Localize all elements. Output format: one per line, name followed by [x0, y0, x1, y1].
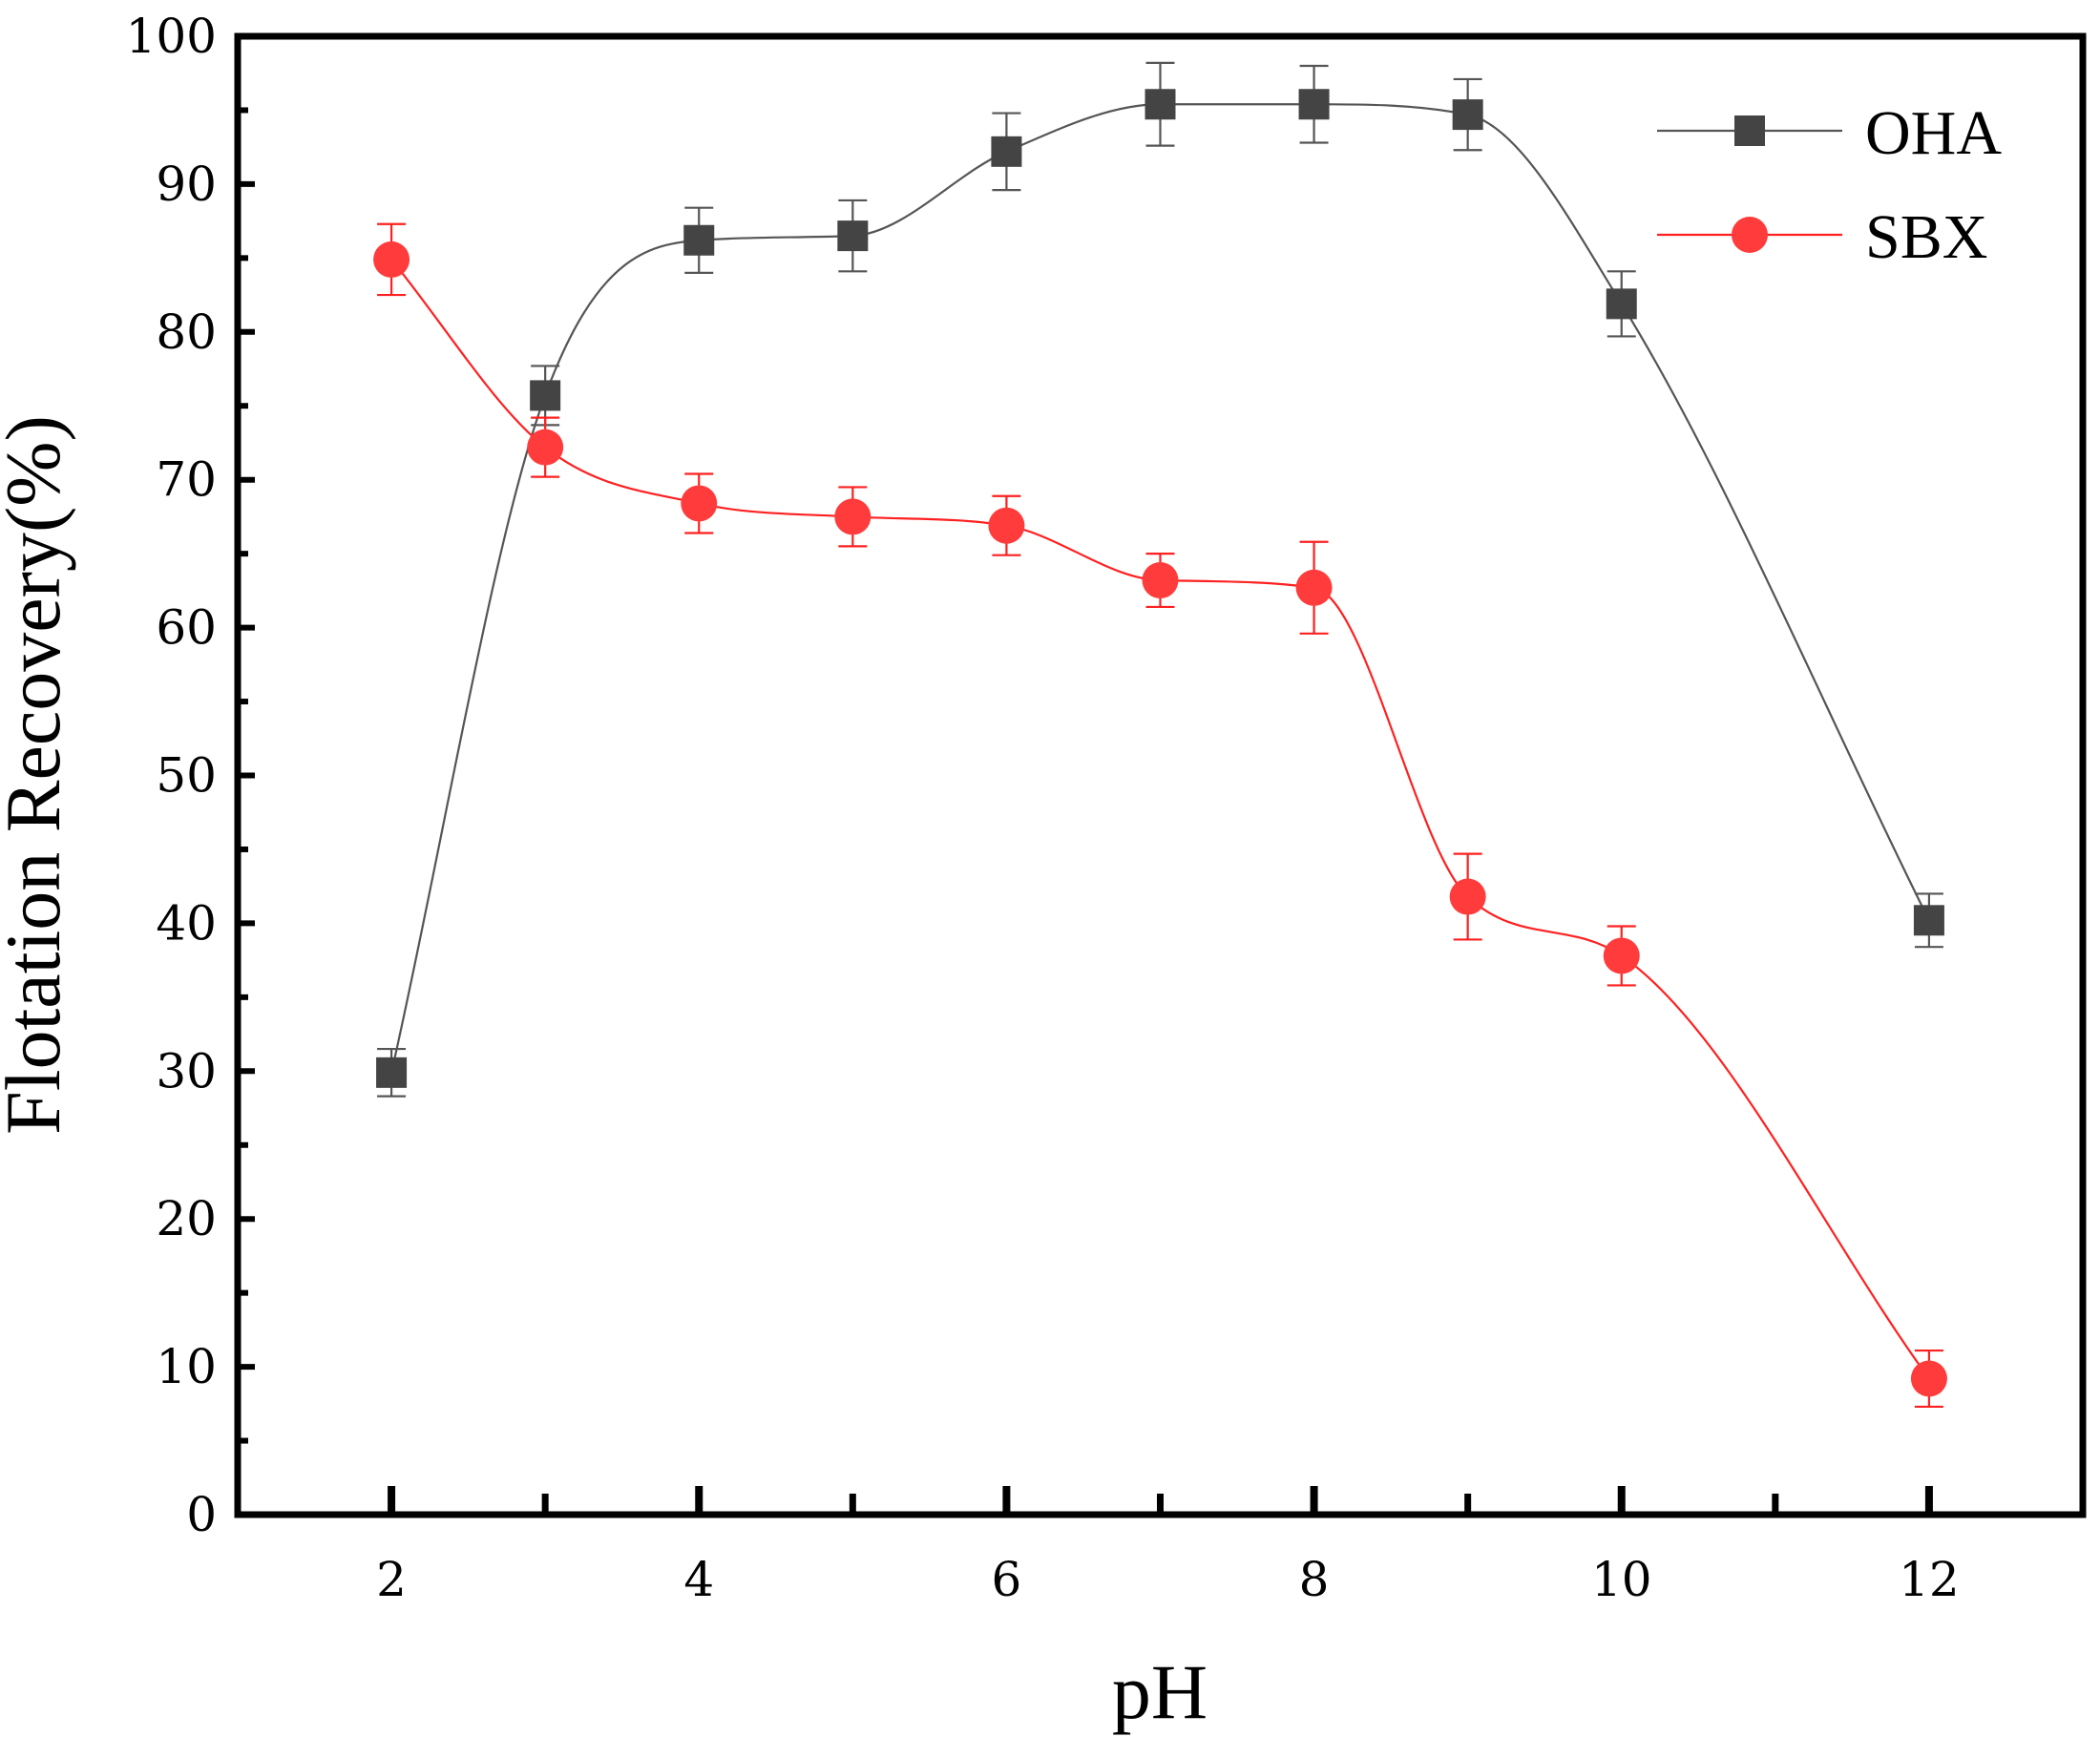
- x-tick-label: 12: [1899, 1552, 1960, 1607]
- oha-point: [837, 220, 869, 252]
- oha-legend-marker: [1734, 115, 1765, 146]
- y-tick-label: 40: [156, 895, 217, 951]
- y-tick-label: 60: [156, 600, 217, 656]
- oha-point: [991, 136, 1022, 167]
- x-tick-label: 4: [683, 1552, 714, 1607]
- y-tick-label: 30: [156, 1043, 217, 1099]
- sbx-point: [834, 498, 872, 535]
- x-axis-title: pH: [1112, 1648, 1208, 1735]
- oha-point: [1144, 89, 1176, 120]
- y-tick-label: 10: [156, 1339, 217, 1394]
- x-tick-label: 6: [992, 1552, 1022, 1607]
- oha-point: [530, 380, 561, 411]
- y-axis-title: Flotation Recovery(%): [0, 415, 76, 1135]
- oha-point: [1913, 905, 1944, 936]
- sbx-point: [373, 241, 410, 278]
- y-tick-label: 70: [156, 452, 217, 508]
- legend: OHA SBX: [1657, 98, 2002, 272]
- sbx-point: [1603, 937, 1640, 974]
- sbx-legend-marker: [1732, 217, 1768, 253]
- y-tick-label: 20: [156, 1191, 217, 1246]
- y-tick-label: 100: [126, 9, 217, 64]
- oha-point: [1298, 89, 1330, 120]
- x-tick-label: 10: [1591, 1552, 1652, 1607]
- sbx-point: [1449, 878, 1486, 915]
- oha-point: [376, 1057, 408, 1088]
- y-tick-label: 90: [156, 157, 217, 212]
- y-tick-label: 80: [156, 304, 217, 360]
- oha-point: [1606, 288, 1637, 320]
- sbx-legend-label: SBX: [1865, 202, 1987, 272]
- sbx-point: [1295, 569, 1333, 606]
- y-tick-label: 50: [156, 748, 217, 804]
- y-tick-label: 0: [186, 1487, 217, 1542]
- sbx-point: [988, 507, 1025, 544]
- sbx-point: [1910, 1360, 1947, 1397]
- oha-point: [683, 224, 715, 256]
- sbx-point: [1142, 562, 1179, 599]
- x-tick-label: 2: [376, 1552, 407, 1607]
- sbx-point: [527, 429, 564, 466]
- x-tick-label: 8: [1299, 1552, 1330, 1607]
- sbx-point: [681, 485, 718, 522]
- oha-legend-label: OHA: [1865, 98, 2002, 168]
- oha-point: [1452, 99, 1483, 131]
